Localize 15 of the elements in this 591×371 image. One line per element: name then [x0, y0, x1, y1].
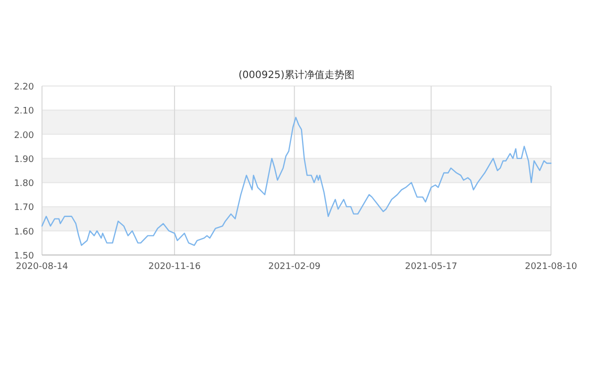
y-tick-label: 2.20 [14, 82, 34, 92]
x-tick-label: 2021-02-09 [268, 262, 321, 272]
x-tick-label: 2020-11-16 [148, 262, 201, 272]
y-tick-label: 1.50 [14, 252, 34, 262]
y-tick-label: 2.00 [14, 130, 34, 141]
x-tick-label: 2021-08-10 [524, 262, 578, 272]
x-tick-label: 2020-08-14 [16, 262, 68, 272]
x-tick-label: 2021-05-17 [404, 262, 458, 272]
chart-title: (000925)累计净值走势图 [238, 69, 354, 81]
line-series [41, 116, 552, 246]
y-tick-label: 1.80 [14, 179, 34, 190]
y-tick-label: 1.90 [14, 154, 34, 165]
y-tick-label: 1.60 [14, 227, 34, 238]
y-tick-label: 2.10 [14, 106, 34, 117]
y-tick-label: 1.70 [14, 203, 34, 214]
